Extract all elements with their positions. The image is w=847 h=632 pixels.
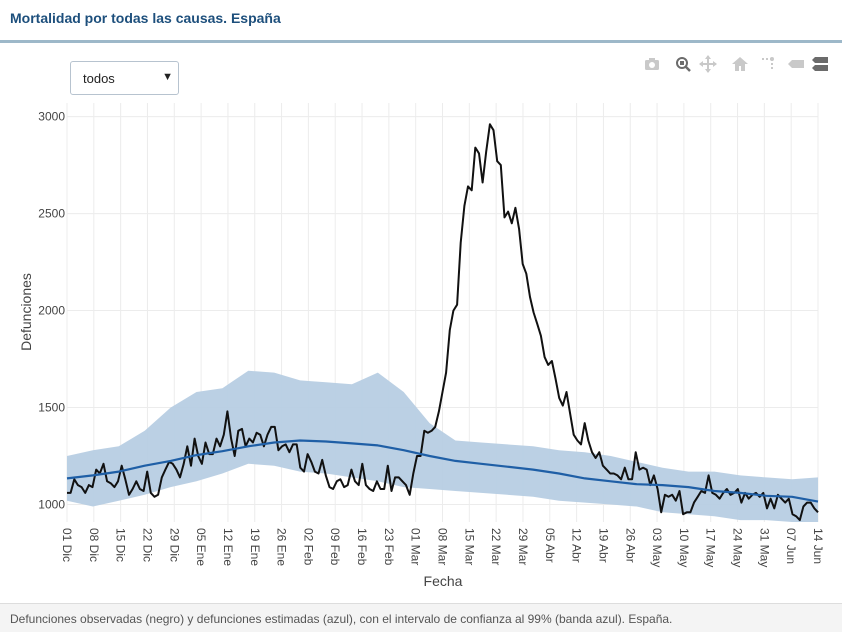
y-tick-label: 2000 <box>38 304 65 318</box>
x-tick-label: 12 Abr <box>570 528 584 563</box>
chevron-down-icon: ▼ <box>162 71 173 83</box>
chart-toolbar <box>640 54 830 76</box>
pan-icon[interactable] <box>698 54 718 74</box>
x-tick-label: 12 Ene <box>221 528 235 566</box>
hover-closest-icon[interactable] <box>786 54 806 74</box>
x-tick-labels: 01 Dic 08 Dic 15 Dic 22 Dic 29 Dic 05 Ene 12 E… <box>60 528 825 567</box>
chart-caption: Defunciones observadas (negro) y defunci… <box>0 603 842 632</box>
y-tick-label: 1500 <box>38 401 65 415</box>
x-tick-label: 15 Mar <box>462 528 476 565</box>
x-axis-title: Fecha <box>424 573 463 589</box>
x-tick-label: 05 Ene <box>194 528 208 566</box>
y-axis-title: Defunciones <box>18 273 34 351</box>
x-tick-label: 29 Dic <box>167 528 181 562</box>
x-tick-label: 01 Dic <box>60 528 74 562</box>
expected-deaths-line <box>66 439 819 503</box>
y-tick-label: 2500 <box>38 207 65 221</box>
cause-selector[interactable]: todos ▼ <box>70 61 179 95</box>
x-tick-label: 08 Dic <box>87 528 101 562</box>
x-tick-label: 22 Dic <box>140 528 154 562</box>
x-tick-label: 01 Mar <box>409 528 423 565</box>
x-tick-label: 02 Feb <box>301 528 315 566</box>
x-tick-label: 10 May <box>677 528 691 567</box>
x-tick-label: 26 Ene <box>275 528 289 566</box>
x-tick-label: 07 Jun <box>784 528 798 564</box>
x-tick-label: 17 May <box>704 528 718 567</box>
caption-text: Defunciones observadas (negro) y defunci… <box>10 612 673 626</box>
y-tick-label: 1000 <box>38 498 65 512</box>
x-tick-label: 26 Abr <box>623 528 637 563</box>
selector-value: todos <box>83 71 115 86</box>
page-title: Mortalidad por todas las causas. España <box>10 10 281 26</box>
hover-compare-icon[interactable] <box>810 54 830 74</box>
x-tick-label: 05 Abr <box>543 528 557 563</box>
x-tick-label: 23 Feb <box>382 528 396 566</box>
x-tick-label: 22 Mar <box>489 528 503 565</box>
x-tick-label: 19 Ene <box>248 528 262 566</box>
x-tick-label: 15 Dic <box>114 528 128 562</box>
home-icon[interactable] <box>730 54 750 74</box>
x-tick-label: 09 Feb <box>328 528 342 566</box>
x-tick-label: 14 Jun <box>811 528 825 564</box>
camera-icon[interactable] <box>642 54 662 74</box>
series-layer <box>66 123 819 522</box>
x-tick-label: 08 Mar <box>436 528 450 565</box>
y-tick-label: 3000 <box>38 110 65 124</box>
mortality-chart: 1000 1500 2000 2500 3000 01 Dic 08 Dic 15 Dic 2… <box>18 103 825 589</box>
zoom-icon[interactable] <box>673 54 693 74</box>
x-tick-label: 24 May <box>731 528 745 567</box>
spike-lines-icon[interactable] <box>758 54 778 74</box>
title-divider <box>0 40 842 43</box>
x-tick-label: 29 Mar <box>516 528 530 565</box>
y-tick-labels: 1000 1500 2000 2500 3000 <box>38 110 65 512</box>
x-tick-label: 31 May <box>757 528 771 567</box>
x-tick-label: 03 May <box>650 528 664 567</box>
x-tick-label: 16 Feb <box>355 528 369 566</box>
x-tick-label: 19 Abr <box>596 528 610 563</box>
